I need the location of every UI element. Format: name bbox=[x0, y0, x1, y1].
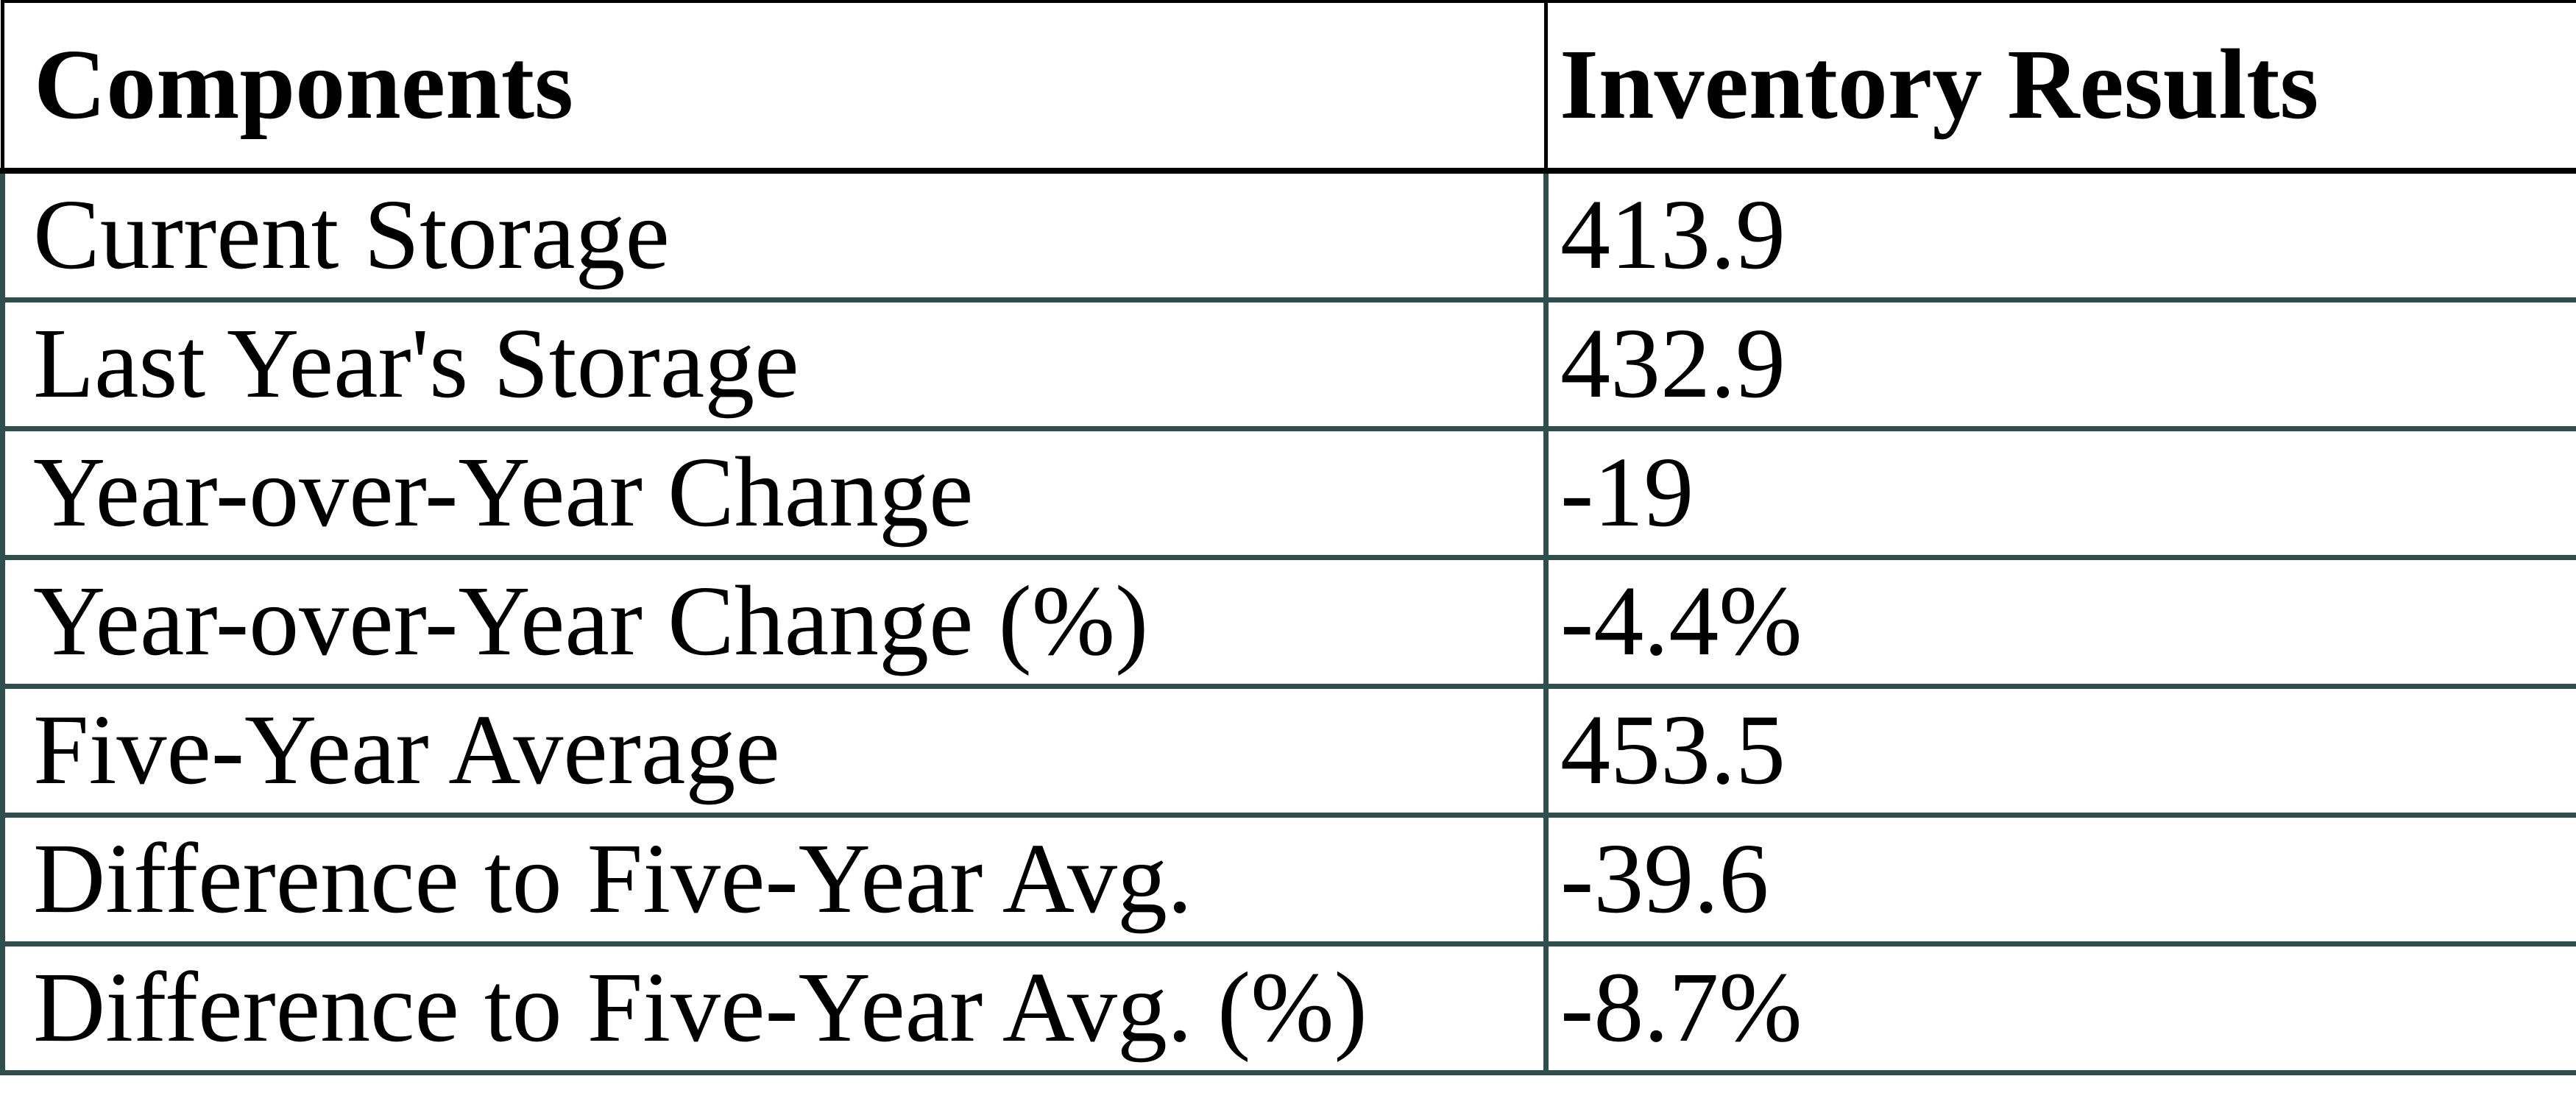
value-cell: 432.9 bbox=[1543, 297, 2576, 431]
component-cell: Difference to Five-Year Avg. bbox=[0, 812, 1549, 946]
value-cell: -39.6 bbox=[1543, 812, 2576, 946]
table-row-current-storage: Current Storage 413.9 bbox=[0, 168, 2576, 302]
value-cell: -8.7% bbox=[1543, 941, 2576, 1075]
value-cell: 453.5 bbox=[1543, 683, 2576, 818]
column-header-inventory-results: Inventory Results bbox=[1544, 0, 2576, 174]
table-row-yoy-change: Year-over-Year Change -19 bbox=[0, 425, 2576, 560]
table-row-last-year-storage: Last Year's Storage 432.9 bbox=[0, 297, 2576, 431]
value-cell: 413.9 bbox=[1543, 168, 2576, 302]
inventory-results-table: Components Inventory Results Current Sto… bbox=[0, 0, 2576, 1075]
table-row-yoy-change-pct: Year-over-Year Change (%) -4.4% bbox=[0, 554, 2576, 689]
component-cell: Year-over-Year Change (%) bbox=[0, 554, 1549, 689]
table-row-diff-five-year-avg-pct: Difference to Five-Year Avg. (%) -8.7% bbox=[0, 941, 2576, 1075]
component-cell: Current Storage bbox=[0, 168, 1549, 302]
component-cell: Year-over-Year Change bbox=[0, 425, 1549, 560]
component-cell: Last Year's Storage bbox=[0, 297, 1549, 431]
table-row-five-year-average: Five-Year Average 453.5 bbox=[0, 683, 2576, 818]
header-row: Components Inventory Results bbox=[1, 0, 2576, 174]
component-cell: Five-Year Average bbox=[0, 683, 1549, 818]
value-cell: -4.4% bbox=[1543, 554, 2576, 689]
component-cell: Difference to Five-Year Avg. (%) bbox=[0, 941, 1549, 1075]
value-cell: -19 bbox=[1543, 425, 2576, 560]
column-header-components: Components bbox=[1, 0, 1548, 174]
table-row-diff-five-year-avg: Difference to Five-Year Avg. -39.6 bbox=[0, 812, 2576, 946]
